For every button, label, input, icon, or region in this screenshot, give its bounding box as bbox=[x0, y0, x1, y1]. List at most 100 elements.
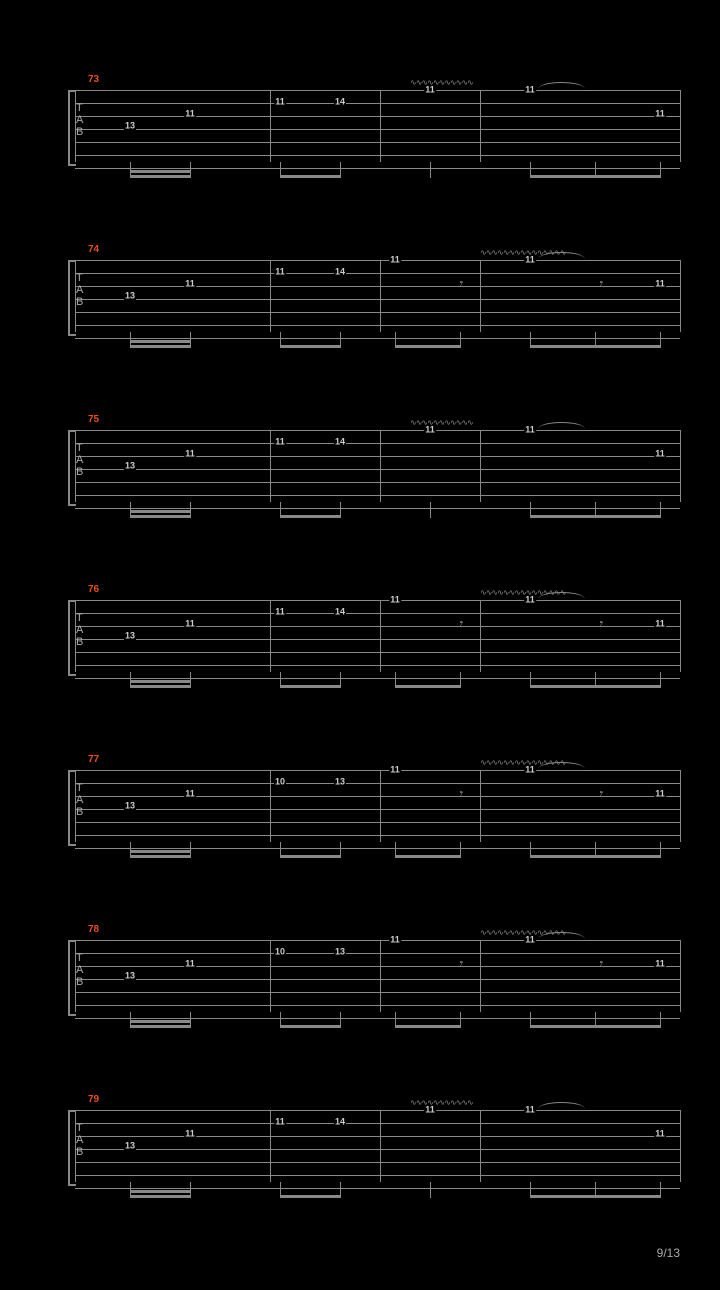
tab-clef: TAB bbox=[76, 102, 82, 138]
fret-number: 13 bbox=[124, 122, 136, 131]
fret-number: 11 bbox=[184, 790, 196, 799]
fret-number: 11 bbox=[424, 86, 436, 95]
barline bbox=[75, 260, 76, 332]
barline bbox=[380, 1110, 381, 1182]
beam bbox=[280, 1195, 341, 1198]
fret-number: 13 bbox=[124, 802, 136, 811]
barline bbox=[75, 90, 76, 162]
vibrato-mark: ∿∿∿∿∿∿∿∿∿∿∿ bbox=[410, 1098, 473, 1107]
rest: 𝄾 bbox=[598, 786, 602, 803]
fret-number: 11 bbox=[424, 426, 436, 435]
tie bbox=[538, 82, 585, 89]
beam bbox=[395, 345, 461, 348]
rest: 𝄾 bbox=[458, 786, 462, 803]
fret-number: 11 bbox=[184, 280, 196, 289]
measure-number: 78 bbox=[88, 924, 99, 935]
fret-number: 11 bbox=[184, 1130, 196, 1139]
fret-number: 11 bbox=[274, 1118, 286, 1127]
measure: TAB79∿∿∿∿∿∿∿∿∿∿∿13111114111111 bbox=[40, 1080, 680, 1200]
tab-staff bbox=[75, 1110, 680, 1189]
rest: 𝄾 bbox=[458, 616, 462, 633]
barline bbox=[75, 770, 76, 842]
barline bbox=[380, 90, 381, 162]
fret-number: 11 bbox=[524, 426, 536, 435]
fret-number: 13 bbox=[124, 462, 136, 471]
tab-staff bbox=[75, 600, 680, 679]
measure-number: 74 bbox=[88, 244, 99, 255]
vibrato-mark: ∿∿∿∿∿∿∿∿∿∿∿ bbox=[410, 78, 473, 87]
barline bbox=[75, 1110, 76, 1182]
barline bbox=[680, 1110, 681, 1182]
fret-number: 11 bbox=[184, 450, 196, 459]
fret-number: 11 bbox=[654, 450, 666, 459]
measure: TAB77∿∿∿∿∿∿∿∿∿∿∿∿∿∿∿13111013111111𝄾𝄾 bbox=[40, 740, 680, 860]
beam bbox=[280, 685, 341, 688]
fret-number: 11 bbox=[654, 960, 666, 969]
tab-staff bbox=[75, 430, 680, 509]
beam bbox=[530, 1025, 661, 1028]
fret-number: 11 bbox=[524, 766, 536, 775]
fret-number: 11 bbox=[389, 766, 401, 775]
beam bbox=[130, 1190, 191, 1193]
tab-clef: TAB bbox=[76, 782, 82, 818]
beam bbox=[280, 175, 341, 178]
fret-number: 11 bbox=[389, 256, 401, 265]
beam bbox=[530, 345, 661, 348]
page-number: 9/13 bbox=[657, 1246, 680, 1260]
measure: TAB74∿∿∿∿∿∿∿∿∿∿∿∿∿∿∿13111114111111𝄾𝄾 bbox=[40, 230, 680, 350]
beam bbox=[395, 855, 461, 858]
note-stem bbox=[430, 1182, 431, 1198]
tab-clef: TAB bbox=[76, 612, 82, 648]
beam bbox=[530, 1195, 661, 1198]
barline bbox=[270, 1110, 271, 1182]
fret-number: 13 bbox=[334, 948, 346, 957]
barline bbox=[270, 600, 271, 672]
fret-number: 11 bbox=[274, 608, 286, 617]
barline bbox=[680, 430, 681, 502]
barline bbox=[270, 770, 271, 842]
fret-number: 11 bbox=[424, 1106, 436, 1115]
beam bbox=[130, 340, 191, 343]
barline bbox=[270, 90, 271, 162]
barline bbox=[480, 1110, 481, 1182]
tab-page: TAB73∿∿∿∿∿∿∿∿∿∿∿13111114111111TAB74∿∿∿∿∿… bbox=[0, 0, 720, 1290]
beam bbox=[530, 515, 661, 518]
beam bbox=[280, 1025, 341, 1028]
barline bbox=[270, 260, 271, 332]
tab-staff bbox=[75, 90, 680, 169]
beam bbox=[130, 1020, 191, 1023]
barline bbox=[270, 940, 271, 1012]
fret-number: 11 bbox=[274, 438, 286, 447]
tie bbox=[538, 592, 585, 599]
beam bbox=[395, 1025, 461, 1028]
tie bbox=[538, 422, 585, 429]
tie bbox=[538, 932, 585, 939]
beam bbox=[130, 175, 191, 178]
rest: 𝄾 bbox=[458, 276, 462, 293]
measure: TAB78∿∿∿∿∿∿∿∿∿∿∿∿∿∿∿13111013111111𝄾𝄾 bbox=[40, 910, 680, 1030]
rest: 𝄾 bbox=[598, 956, 602, 973]
barline bbox=[480, 940, 481, 1012]
fret-number: 10 bbox=[274, 948, 286, 957]
fret-number: 11 bbox=[654, 110, 666, 119]
barline bbox=[380, 770, 381, 842]
barline bbox=[680, 600, 681, 672]
beam bbox=[280, 515, 341, 518]
barline bbox=[75, 940, 76, 1012]
note-stem bbox=[430, 162, 431, 178]
fret-number: 11 bbox=[524, 1106, 536, 1115]
barline bbox=[270, 430, 271, 502]
fret-number: 13 bbox=[124, 292, 136, 301]
tab-staff bbox=[75, 770, 680, 849]
rest: 𝄾 bbox=[598, 276, 602, 293]
fret-number: 14 bbox=[334, 268, 346, 277]
rest: 𝄾 bbox=[598, 616, 602, 633]
measure-number: 75 bbox=[88, 414, 99, 425]
barline bbox=[680, 260, 681, 332]
tie bbox=[538, 252, 585, 259]
tab-staff bbox=[75, 260, 680, 339]
barline bbox=[680, 770, 681, 842]
barline bbox=[680, 940, 681, 1012]
beam bbox=[130, 515, 191, 518]
tab-clef: TAB bbox=[76, 1122, 82, 1158]
